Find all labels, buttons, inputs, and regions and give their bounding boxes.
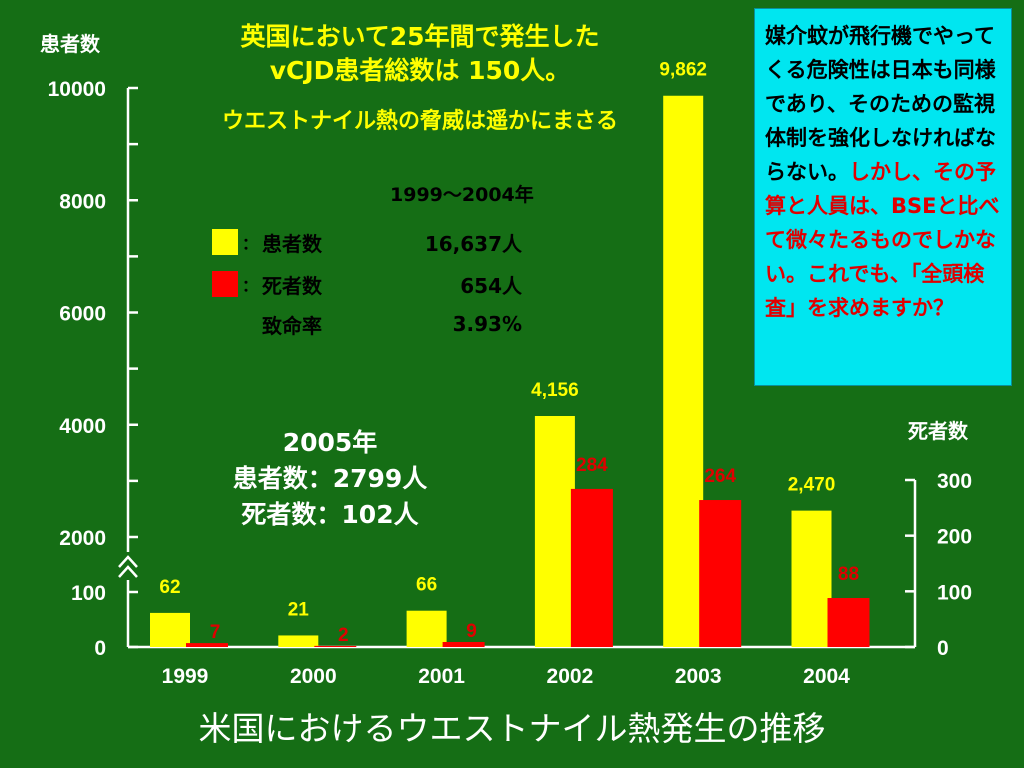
bar-deaths-2001 [442,641,485,647]
legend-label-patients: 患者数 [262,231,322,256]
label-patients-2000: 21 [288,599,310,620]
x-tick-label-2000: 2000 [290,665,337,688]
chart-subtitle: ウエストナイル熱の脅威は遥かにまさる [221,109,618,134]
bar-patients-2000 [278,635,319,647]
bar-patients-1999 [150,612,190,647]
left-tick-label: 2000 [59,527,106,550]
legend-colon: ： [241,234,258,253]
right-axis-title: 死者数 [908,419,968,443]
left-tick-label: 0 [94,637,106,660]
bar-deaths-2000 [314,645,357,647]
label-patients-2002: 4,156 [531,380,579,401]
title-line-2: vCJD患者総数は 150人。 [269,56,571,85]
bar-deaths-2002 [570,488,613,647]
bar-deaths-1999 [186,643,228,647]
left-tick-label: 100 [71,582,106,605]
label-patients-2004: 2,470 [788,475,836,496]
right-tick-label: 0 [937,637,949,660]
right-tick-label: 100 [937,581,972,604]
note-text: 媒介蚊が飛行機でやってくる危険性は日本も同様であり、そのための監視体制を強化しな… [765,24,996,184]
x-tick-label-2004: 2004 [803,665,850,688]
bar-patients-2003 [663,95,704,648]
left-tick-label: 4000 [59,415,106,438]
title-line-1: 英国において25年間で発生した [240,22,600,51]
bar-deaths-2003 [699,500,742,647]
note-warning-text: しかし、その予算と人員は、BSEと比べて微々たるものでしかない。これでも、「全頭… [765,160,1000,320]
legend-swatch-deaths [212,271,238,297]
fatality-rate-label: 致命率 [262,313,322,338]
legend-colon: ： [241,276,258,295]
footer-title: 米国におけるウエストナイル熱発生の推移 [198,709,826,748]
label-patients-1999: 62 [159,577,180,598]
axis-break-mark [118,555,138,578]
legend-deaths: ： 死者数 654人 [212,270,522,298]
label-deaths-2003: 264 [704,466,736,487]
legend-patients: ： 患者数 16,637人 [212,228,522,256]
left-tick-label: 6000 [59,303,106,326]
x-tick-label-1999: 1999 [162,665,209,688]
label-patients-2001: 66 [416,575,437,596]
bar-patients-2002 [534,415,575,647]
year-2005-patients: 患者数：2799人 [232,464,428,493]
right-tick-label: 300 [937,470,972,493]
year-2005-summary: 2005年 患者数：2799人 死者数：102人 [200,425,460,533]
chart-title: 英国において25年間で発生した vCJD患者総数は 150人。 [150,20,690,88]
x-tick-label-2003: 2003 [675,665,722,688]
summary-period: 1999～2004年 [390,184,534,206]
legend-value-deaths: 654人 [460,273,522,298]
bar-deaths-2004 [827,598,870,647]
left-axis-title: 患者数 [40,32,100,56]
x-tick-label-2002: 2002 [547,665,594,688]
label-patients-2003: 9,862 [659,60,707,81]
legend-value-patients: 16,637人 [424,231,522,256]
note-box: 媒介蚊が飛行機でやってくる危険性は日本も同様であり、そのための監視体制を強化しな… [754,8,1012,386]
legend-label-deaths: 死者数 [262,273,322,298]
left-tick-label: 10000 [48,78,106,101]
label-deaths-2001: 9 [466,621,477,642]
fatality-rate-value: 3.93% [452,312,522,336]
x-tick-label-2001: 2001 [418,665,465,688]
legend-swatch-patients [212,229,238,255]
label-deaths-2000: 2 [338,625,349,646]
year-2005-deaths: 死者数：102人 [241,500,419,529]
year-2005-heading: 2005年 [282,428,378,457]
label-deaths-2002: 284 [576,455,608,476]
label-deaths-2004: 88 [838,564,859,585]
legend-spacer [212,311,238,337]
bar-patients-2004 [791,510,832,647]
label-deaths-1999: 7 [210,622,221,643]
right-tick-label: 200 [937,526,972,549]
summary-fatality-rate: 致命率 3.93% [212,310,522,338]
bar-patients-2001 [406,610,447,647]
left-tick-label: 8000 [59,190,106,213]
